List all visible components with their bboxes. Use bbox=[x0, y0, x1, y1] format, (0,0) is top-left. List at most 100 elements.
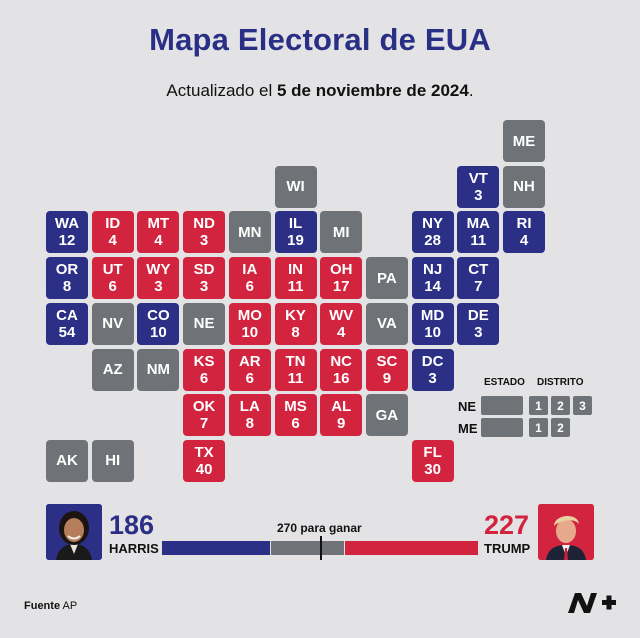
state-tile-hi: HI bbox=[91, 439, 134, 482]
state-tile-nm: NM bbox=[137, 348, 180, 391]
state-abbr: WA bbox=[54, 215, 80, 233]
state-electoral-votes: 4 bbox=[519, 232, 529, 250]
state-electoral-votes: 10 bbox=[424, 323, 441, 341]
state-abbr: MS bbox=[284, 398, 307, 416]
state-electoral-votes: 12 bbox=[58, 232, 76, 250]
state-abbr: OR bbox=[55, 261, 79, 279]
state-abbr: WV bbox=[329, 306, 354, 324]
undecided-bar bbox=[271, 541, 344, 555]
state-electoral-votes: 3 bbox=[154, 278, 163, 296]
state-electoral-votes: 10 bbox=[241, 323, 259, 341]
state-abbr: NY bbox=[422, 215, 444, 233]
state-abbr: DE bbox=[467, 306, 489, 324]
state-tile-nd: ND 3 bbox=[183, 211, 226, 254]
state-abbr: ND bbox=[193, 215, 215, 233]
state-tile-ky: KY 8 bbox=[274, 302, 317, 345]
state-tile-ca: CA 54 bbox=[46, 302, 88, 345]
state-abbr: AK bbox=[56, 452, 78, 470]
subtitle-suffix: . bbox=[468, 81, 474, 100]
state-electoral-votes: 3 bbox=[199, 278, 209, 296]
state-tile-ia: IA 6 bbox=[228, 257, 271, 300]
state-tile-oh: OH 17 bbox=[320, 257, 363, 300]
legend-ne-district-1: 1 bbox=[529, 396, 548, 415]
state-tile-tn: TN 11 bbox=[274, 348, 317, 391]
state-abbr: PA bbox=[377, 269, 397, 287]
harris-bar bbox=[162, 541, 271, 555]
state-tile-ct: CT 7 bbox=[457, 257, 500, 300]
state-abbr: KY bbox=[285, 306, 306, 324]
state-tile-ny: NY 28 bbox=[411, 211, 454, 254]
state-tile-ri: RI 4 bbox=[503, 211, 545, 254]
state-abbr: KS bbox=[193, 352, 215, 370]
legend-me-state-box bbox=[481, 418, 523, 437]
state-abbr: GA bbox=[375, 406, 399, 424]
harris-portrait bbox=[46, 504, 102, 560]
state-tile-la: LA 8 bbox=[228, 394, 271, 437]
subtitle: Actualizado el 5 de noviembre de 2024. bbox=[0, 81, 640, 101]
state-tile-co: CO 10 bbox=[137, 302, 180, 345]
state-tile-in: IN 11 bbox=[274, 257, 317, 300]
state-tile-wa: WA 12 bbox=[46, 211, 88, 254]
state-abbr: OH bbox=[329, 261, 353, 279]
state-tile-wy: WY 3 bbox=[137, 257, 180, 300]
subtitle-date: 5 de noviembre de 2024 bbox=[277, 81, 469, 100]
state-electoral-votes: 4 bbox=[108, 232, 117, 250]
state-tile-md: MD 10 bbox=[411, 302, 454, 345]
state-abbr: IA bbox=[242, 261, 258, 279]
state-tile-mt: MT 4 bbox=[137, 211, 180, 254]
state-abbr: ME bbox=[512, 132, 536, 150]
legend-ne-state-box bbox=[481, 396, 523, 415]
state-electoral-votes: 7 bbox=[474, 278, 483, 296]
state-tile-ms: MS 6 bbox=[274, 394, 317, 437]
goal-label: 270 para ganar bbox=[277, 521, 362, 535]
state-electoral-votes: 8 bbox=[245, 415, 254, 433]
state-electoral-votes: 9 bbox=[382, 369, 392, 387]
state-tile-nh: NH bbox=[503, 165, 545, 208]
state-tile-de: DE 3 bbox=[457, 302, 500, 345]
state-tile-il: IL 19 bbox=[274, 211, 317, 254]
state-tile-nv: NV bbox=[91, 302, 134, 345]
state-electoral-votes: 7 bbox=[199, 415, 209, 433]
state-abbr: TN bbox=[285, 352, 306, 370]
source-label: Fuente bbox=[24, 600, 61, 612]
state-tile-mi: MI bbox=[320, 211, 363, 254]
state-tile-ut: UT 6 bbox=[91, 257, 134, 300]
state-abbr: RI bbox=[516, 215, 532, 233]
state-electoral-votes: 3 bbox=[199, 232, 209, 250]
state-tile-ar: AR 6 bbox=[228, 348, 271, 391]
state-abbr: UT bbox=[102, 261, 123, 279]
state-abbr: WY bbox=[146, 261, 171, 279]
state-abbr: AR bbox=[238, 352, 261, 370]
state-abbr: NJ bbox=[423, 261, 443, 279]
state-tile-az: AZ bbox=[91, 348, 134, 391]
state-abbr: NH bbox=[513, 178, 535, 196]
state-tile-sd: SD 3 bbox=[183, 257, 226, 300]
legend-ne-district-3: 3 bbox=[573, 396, 592, 415]
state-electoral-votes: 6 bbox=[245, 369, 254, 387]
legend-ne-label: NE bbox=[458, 399, 477, 414]
state-tile-or: OR 8 bbox=[46, 257, 88, 300]
state-electoral-votes: 28 bbox=[424, 232, 441, 250]
state-electoral-votes: 6 bbox=[291, 415, 300, 433]
state-tile-fl: FL 30 bbox=[411, 439, 454, 482]
state-electoral-votes: 8 bbox=[291, 323, 300, 341]
goal-marker bbox=[319, 536, 322, 560]
state-tile-ga: GA bbox=[365, 394, 408, 437]
state-tile-sc: SC 9 bbox=[365, 348, 408, 391]
state-tile-va: VA bbox=[365, 302, 408, 345]
legend-me-label: ME bbox=[458, 421, 478, 436]
trump-bar bbox=[344, 541, 478, 555]
state-abbr: NE bbox=[193, 315, 215, 333]
state-abbr: AL bbox=[331, 398, 352, 416]
state-tile-ma: MA 11 bbox=[457, 211, 500, 254]
state-electoral-votes: 19 bbox=[287, 232, 304, 250]
legend-estado-label: ESTADO bbox=[484, 377, 525, 388]
state-tile-ne: NE bbox=[183, 302, 226, 345]
subtitle-prefix: Actualizado el bbox=[166, 81, 273, 100]
state-electoral-votes: 11 bbox=[287, 369, 304, 387]
state-electoral-votes: 11 bbox=[287, 278, 304, 296]
state-abbr: MO bbox=[237, 306, 262, 324]
state-abbr: MN bbox=[238, 223, 262, 241]
harris-name: HARRIS bbox=[109, 541, 159, 556]
state-electoral-votes: 14 bbox=[424, 278, 441, 296]
